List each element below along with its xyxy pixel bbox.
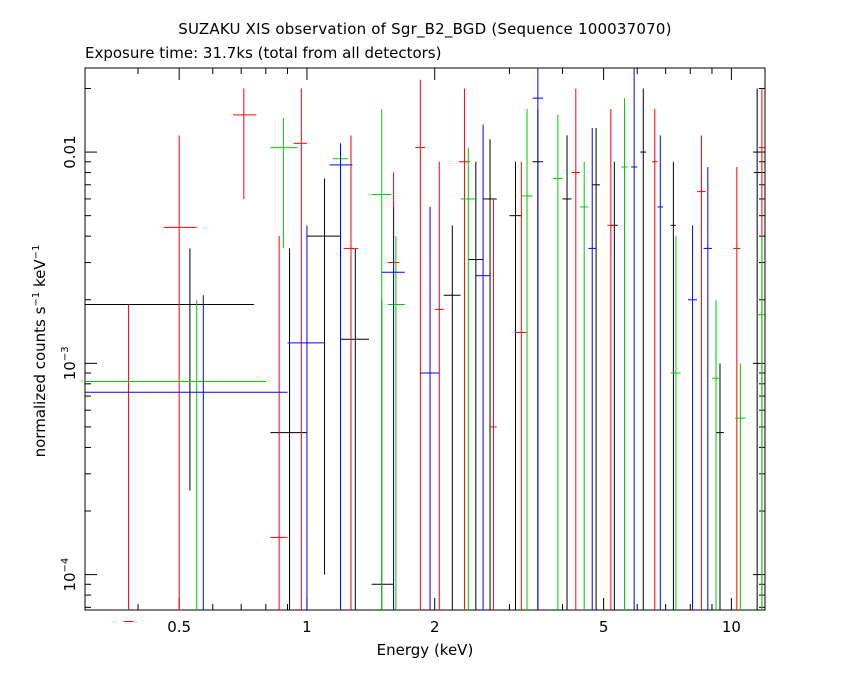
x-tick-label: 0.5: [167, 618, 191, 636]
y-tick-label: 10−3: [60, 346, 79, 380]
x-tick-label: 5: [599, 618, 609, 636]
chart-title: SUZAKU XIS observation of Sgr_B2_BGD (Se…: [178, 20, 672, 38]
x-tick-label: 1: [302, 618, 312, 636]
y-axis-label: normalized counts s−1 keV−1: [31, 244, 49, 458]
y-tick-label: 10−4: [60, 558, 79, 592]
x-tick-label: 2: [430, 618, 440, 636]
x-tick-label: 10: [722, 618, 741, 636]
chart-subtitle: Exposure time: 31.7ks (total from all de…: [85, 44, 442, 62]
plot-frame: [84, 67, 766, 611]
y-tick-label: 0.01: [61, 135, 79, 168]
x-axis-label: Energy (keV): [376, 641, 474, 659]
